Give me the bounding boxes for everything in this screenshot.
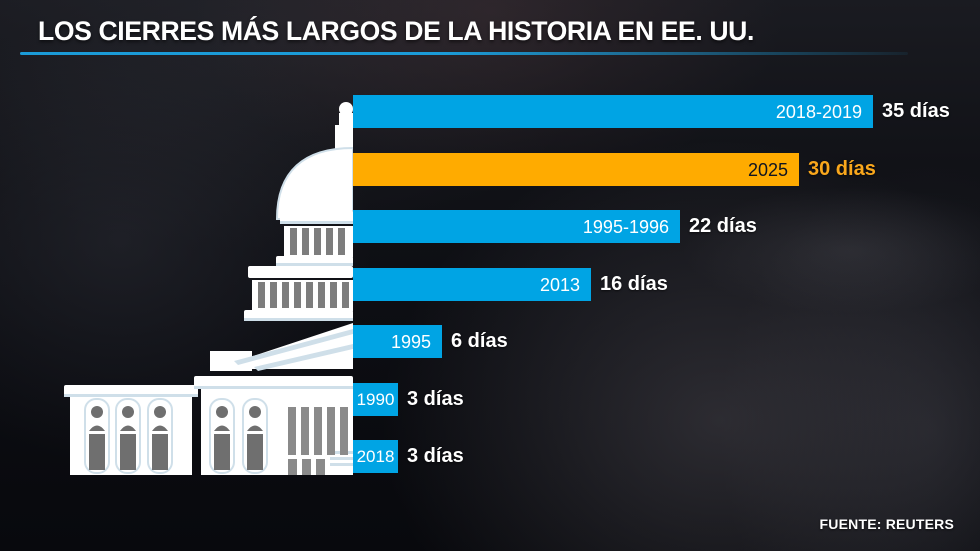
header: LOS CIERRES MÁS LARGOS DE LA HISTORIA EN…: [38, 16, 765, 47]
bar-year-label: 2025: [747, 160, 788, 180]
bar-year-label: 2018: [356, 447, 395, 466]
bar-year-label: 1995-1996: [582, 217, 669, 237]
bar: 2018-2019: [353, 95, 873, 128]
page-title: LOS CIERRES MÁS LARGOS DE LA HISTORIA EN…: [38, 16, 754, 46]
bar: 2018: [353, 440, 398, 473]
bar-year-label: 2018-2019: [775, 102, 862, 122]
bar-value-label: 3 días: [407, 388, 464, 410]
bar: 2025: [353, 153, 799, 186]
bar-year-label: 2013: [539, 275, 580, 295]
bar-row: 2018-2019 35 días: [353, 95, 950, 128]
bar-row: 1995 6 días: [353, 325, 508, 358]
bar: 1995: [353, 325, 442, 358]
bar-row: 1990 3 días: [353, 383, 464, 416]
source-credit: FUENTE: REUTERS: [819, 516, 954, 532]
title-underline: [20, 52, 908, 55]
bar: 1990: [353, 383, 398, 416]
bar-row: 1995-1996 22 días: [353, 210, 757, 243]
bar-value-label: 16 días: [600, 273, 668, 295]
bar-row: 2013 16 días: [353, 268, 668, 301]
bar-row: 2025 30 días: [353, 153, 876, 186]
bar-value-label: 6 días: [451, 330, 508, 352]
bar-value-label: 30 días: [808, 158, 876, 180]
bar: 2013: [353, 268, 591, 301]
bar: 1995-1996: [353, 210, 680, 243]
us-capitol-building-illustration: [64, 102, 353, 475]
bar-row: 2018 3 días: [353, 440, 464, 473]
bar-chart: 2018-2019 35 días 2025 30 días 1995-1996 22 d…: [353, 0, 980, 551]
bar-value-label: 3 días: [407, 445, 464, 467]
bar-year-label: 1990: [356, 390, 395, 409]
bar-year-label: 1995: [390, 332, 431, 352]
bar-value-label: 22 días: [689, 215, 757, 237]
bar-value-label: 35 días: [882, 100, 950, 122]
